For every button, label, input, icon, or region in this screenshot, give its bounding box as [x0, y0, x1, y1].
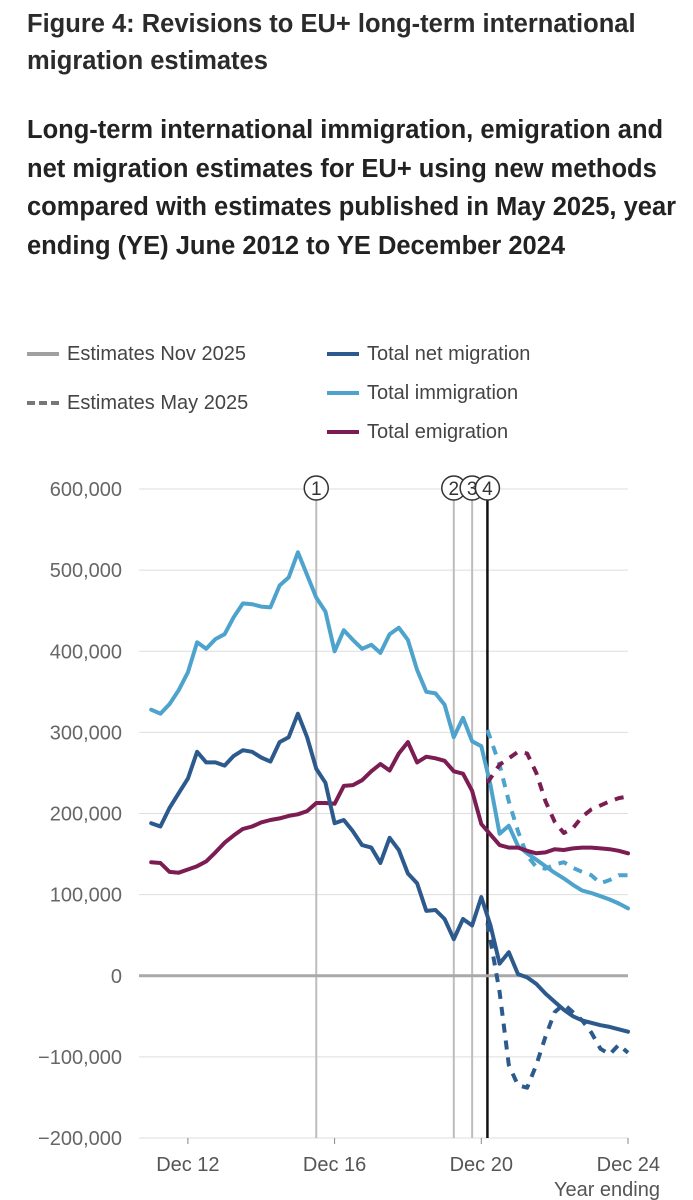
grid-lines: [139, 488, 628, 1139]
annotation-lines: [315, 500, 489, 1138]
total-emigration-estimates-may-2025-line: [485, 749, 629, 835]
annotation-label-3: 3: [467, 479, 478, 500]
y-tick-label: 200,000: [50, 804, 122, 826]
legend-label: Total net migration: [367, 342, 531, 365]
figure-title: Figure 4: Revisions to EU+ long-term int…: [27, 10, 636, 75]
y-tick-label: 100,000: [50, 885, 122, 907]
legend-item-estimates-may-2025[interactable]: Estimates May 2025: [27, 388, 248, 418]
legend-label: Estimates May 2025: [67, 391, 249, 414]
series-lines: [149, 550, 630, 1090]
legend-item-total-immigration[interactable]: Total immigration: [327, 378, 518, 408]
legend-item-total-emigration[interactable]: Total emigration: [327, 417, 508, 447]
x-tick-label: Dec 12: [156, 1154, 219, 1176]
annotation-label-2: 2: [449, 479, 460, 500]
annotation-label-1: 1: [311, 479, 322, 500]
legend-label: Estimates Nov 2025: [67, 342, 246, 365]
legend-color-swatch: [327, 391, 359, 395]
y-tick-label: 400,000: [50, 641, 122, 663]
total-net-migration-estimates-nov-2025-line: [149, 711, 630, 1034]
axis-labels: 600,000 500,000 400,000 300,000 200,000 100,0…: [38, 479, 660, 1200]
x-tick-label: Dec 20: [450, 1154, 513, 1176]
y-tick-label: 500,000: [50, 560, 122, 582]
y-tick-label: 0: [111, 966, 122, 988]
total-net-migration-estimates-may-2025-line: [485, 922, 630, 1090]
legend-label: Total emigration: [367, 420, 509, 443]
legend-dashed-line-swatch: [27, 401, 59, 405]
x-tick-label: Dec 24: [597, 1154, 660, 1176]
total-emigration-estimates-nov-2025-line: [149, 740, 630, 875]
legend-label: Total immigration: [367, 381, 519, 404]
x-axis-label: Year ending: [554, 1179, 660, 1200]
y-tick-label: 600,000: [50, 479, 122, 501]
y-tick-label: 300,000: [50, 722, 122, 744]
annotation-marker-1: [303, 475, 330, 501]
figure-subtitle: Long-term international immigration, emi…: [27, 116, 677, 260]
total-immigration-estimates-nov-2025-line: [149, 550, 630, 911]
legend-item-estimates-nov-2025[interactable]: Estimates Nov 2025: [27, 339, 246, 369]
annotation-marker-4: [474, 475, 501, 501]
total-immigration-estimates-may-2025-line: [485, 729, 628, 886]
y-tick-label: −100,000: [38, 1047, 122, 1069]
legend-item-total-net-migration[interactable]: Total net migration: [327, 339, 530, 369]
y-tick-label: −200,000: [38, 1128, 122, 1150]
x-tick-label: Dec 16: [303, 1154, 366, 1176]
annotation-label-4: 4: [482, 479, 493, 500]
legend-solid-line-swatch: [27, 352, 59, 356]
legend-color-swatch: [327, 352, 359, 356]
legend-color-swatch: [327, 430, 359, 434]
